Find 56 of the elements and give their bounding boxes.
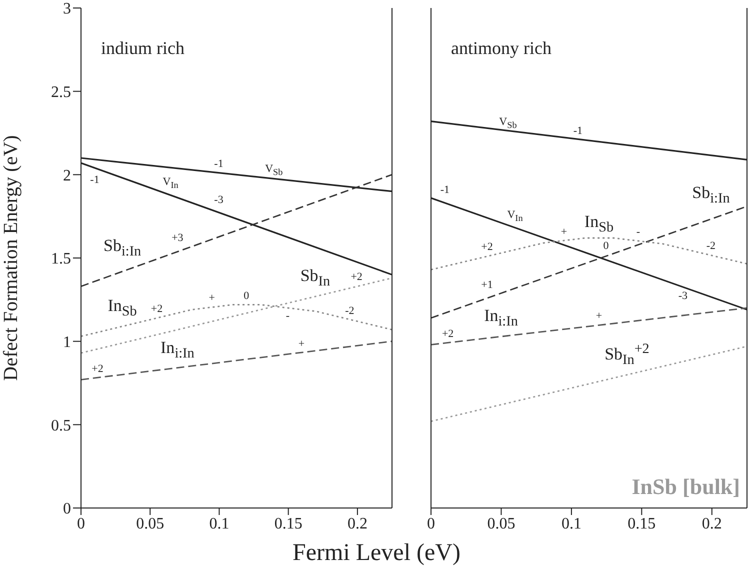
annotation: + — [594, 310, 604, 322]
annotation: In$_{i:In}$ — [160, 338, 196, 362]
annotation: 0 — [242, 290, 250, 302]
annotation: +2 — [440, 328, 455, 340]
y-tick-label: 1.5 — [51, 250, 71, 268]
annotation: V$_{Sb}$ — [264, 163, 284, 178]
x-tick-label: 0 — [427, 515, 435, 532]
annotation: -1 — [572, 124, 584, 137]
annotation: -1 — [213, 158, 224, 170]
x-tick-label: 0.1 — [561, 515, 582, 532]
annotation: Sb$_{In}$ — [299, 266, 332, 290]
x-axis-title: Fermi Level (eV) — [292, 540, 462, 567]
y-tick-label: 0.5 — [51, 417, 71, 434]
annotation: -3 — [213, 194, 224, 206]
y-tick-label: 2.5 — [51, 84, 71, 102]
annotation: +2 — [480, 241, 494, 254]
annotation: indium rich — [101, 38, 184, 59]
y-tick-label: 0 — [63, 500, 71, 518]
y-axis-title: Defect Formation Energy (eV) — [0, 135, 22, 381]
annotation: + — [208, 292, 216, 304]
annotation: V$_{In}$ — [506, 209, 524, 224]
x-tick-label: 0 — [77, 515, 85, 532]
y-tick-label: 1 — [63, 334, 71, 352]
annotation: Sb$_{i:In}$ — [102, 236, 142, 260]
annotation: In$_{Sb}$ — [583, 212, 615, 236]
annotation: V$_{Sb}$ — [498, 116, 518, 131]
x-tick-label: 0.2 — [347, 515, 368, 532]
annotation: InSb [bulk] — [632, 474, 740, 500]
annotation: + — [560, 226, 568, 238]
annotation: +2 — [90, 363, 104, 375]
x-tick-label: 0.2 — [702, 515, 722, 532]
annotation: In$_{i:In}$ — [483, 306, 519, 330]
annotation: 0 — [602, 240, 610, 252]
x-tick-label: 0.05 — [487, 515, 516, 532]
annotation: In$_{Sb}$ — [106, 296, 138, 320]
x-tick-label: 0.05 — [136, 515, 164, 532]
annotation: +2 — [150, 303, 164, 315]
annotation: +2 — [350, 271, 364, 284]
annotation: -2 — [705, 240, 717, 252]
annotation: -3 — [677, 290, 689, 302]
annotation: antimony rich — [451, 38, 552, 59]
y-tick-label: 3 — [63, 0, 71, 18]
x-tick-label: 0.15 — [628, 515, 656, 532]
y-tick-label: 2 — [63, 167, 71, 184]
annotation: -1 — [439, 184, 451, 196]
annotation: V$_{In}$ — [162, 176, 180, 190]
annotation: + — [297, 338, 306, 350]
x-tick-label: 0.1 — [209, 515, 230, 532]
annotation: -2 — [344, 304, 356, 317]
annotation: +3 — [170, 232, 184, 244]
annotation: Sb$_{i:In}$ — [691, 183, 731, 206]
x-tick-label: 0.15 — [274, 515, 302, 532]
annotation: +1 — [480, 279, 494, 291]
annotation: - — [284, 310, 290, 322]
annotation: -1 — [89, 174, 100, 186]
annotation: - — [635, 226, 642, 238]
